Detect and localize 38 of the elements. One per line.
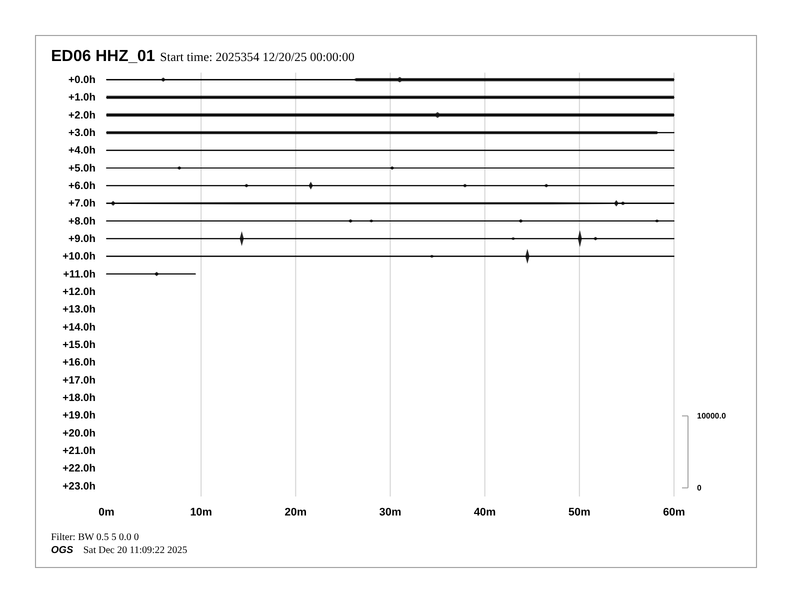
- y-tick-label: +7.0h: [68, 198, 96, 210]
- x-tick-label: 20m: [284, 506, 307, 518]
- y-tick-label: +17.0h: [62, 374, 96, 386]
- y-tick-label: +8.0h: [68, 215, 96, 228]
- chart-subtitle: Start time: 2025354 12/20/25 00:00:00: [160, 50, 354, 64]
- y-tick-label: +5.0h: [68, 162, 96, 174]
- y-tick-label: +4.0h: [68, 144, 96, 157]
- y-tick-label: +11.0h: [63, 268, 96, 280]
- y-tick-label: +0.0h: [68, 74, 96, 86]
- text: Sat Dec 20 11:09:22 2025: [83, 545, 188, 556]
- y-tick-label: +23.0h: [62, 480, 96, 492]
- y-tick-label: +18.0h: [62, 392, 96, 404]
- y-tick-label: +14.0h: [62, 321, 96, 334]
- y-tick-label: +3.0h: [68, 127, 96, 140]
- y-tick-label: +20.0h: [62, 427, 96, 440]
- y-tick-label: +1.0h: [68, 92, 96, 104]
- y-tick-label: +6.0h: [68, 180, 96, 192]
- x-tick-label: 50m: [568, 506, 591, 518]
- y-tick-label: +12.0h: [62, 286, 96, 298]
- x-tick-label: 10m: [190, 506, 212, 518]
- y-tick-label: +9.0h: [68, 232, 96, 245]
- x-tick-label: 30m: [379, 506, 402, 518]
- y-tick-label: +22.0h: [62, 462, 96, 475]
- x-tick-label: 0m: [98, 506, 115, 518]
- y-tick-label: +10.0h: [62, 250, 96, 263]
- y-tick-label: +13.0h: [62, 304, 96, 316]
- x-tick-label: 40m: [474, 506, 496, 518]
- y-tick-label: +2.0h: [68, 109, 96, 122]
- y2-tick-label: 10000.0: [697, 411, 726, 420]
- text: OGS: [51, 545, 74, 556]
- y-tick-label: +19.0h: [62, 410, 96, 422]
- x-tick-label: 60m: [662, 506, 686, 518]
- y2-tick-label: 0: [697, 483, 702, 492]
- y-tick-label: +16.0h: [62, 356, 96, 369]
- y-tick-label: +15.0h: [62, 338, 96, 351]
- chart-title: ED06 HHZ_01: [51, 48, 156, 65]
- y-tick-label: +21.0h: [62, 444, 96, 457]
- text: Filter: BW 0.5 5 0.0 0: [51, 532, 139, 543]
